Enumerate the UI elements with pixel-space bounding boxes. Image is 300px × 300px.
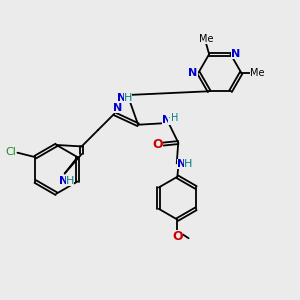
Text: Me: Me: [199, 34, 213, 44]
Text: ·H: ·H: [168, 113, 178, 123]
Text: N: N: [231, 49, 241, 59]
Text: Me: Me: [250, 68, 265, 78]
Text: H: H: [124, 93, 133, 103]
Text: N: N: [117, 93, 126, 103]
Text: N: N: [162, 115, 172, 125]
Text: O: O: [152, 138, 163, 151]
Text: Cl: Cl: [5, 147, 16, 157]
Text: N: N: [113, 103, 122, 113]
Text: N: N: [178, 159, 187, 169]
Text: O: O: [172, 230, 183, 243]
Text: N: N: [58, 176, 68, 186]
Text: H: H: [66, 176, 74, 186]
Text: N: N: [188, 68, 198, 78]
Text: H: H: [184, 159, 192, 169]
